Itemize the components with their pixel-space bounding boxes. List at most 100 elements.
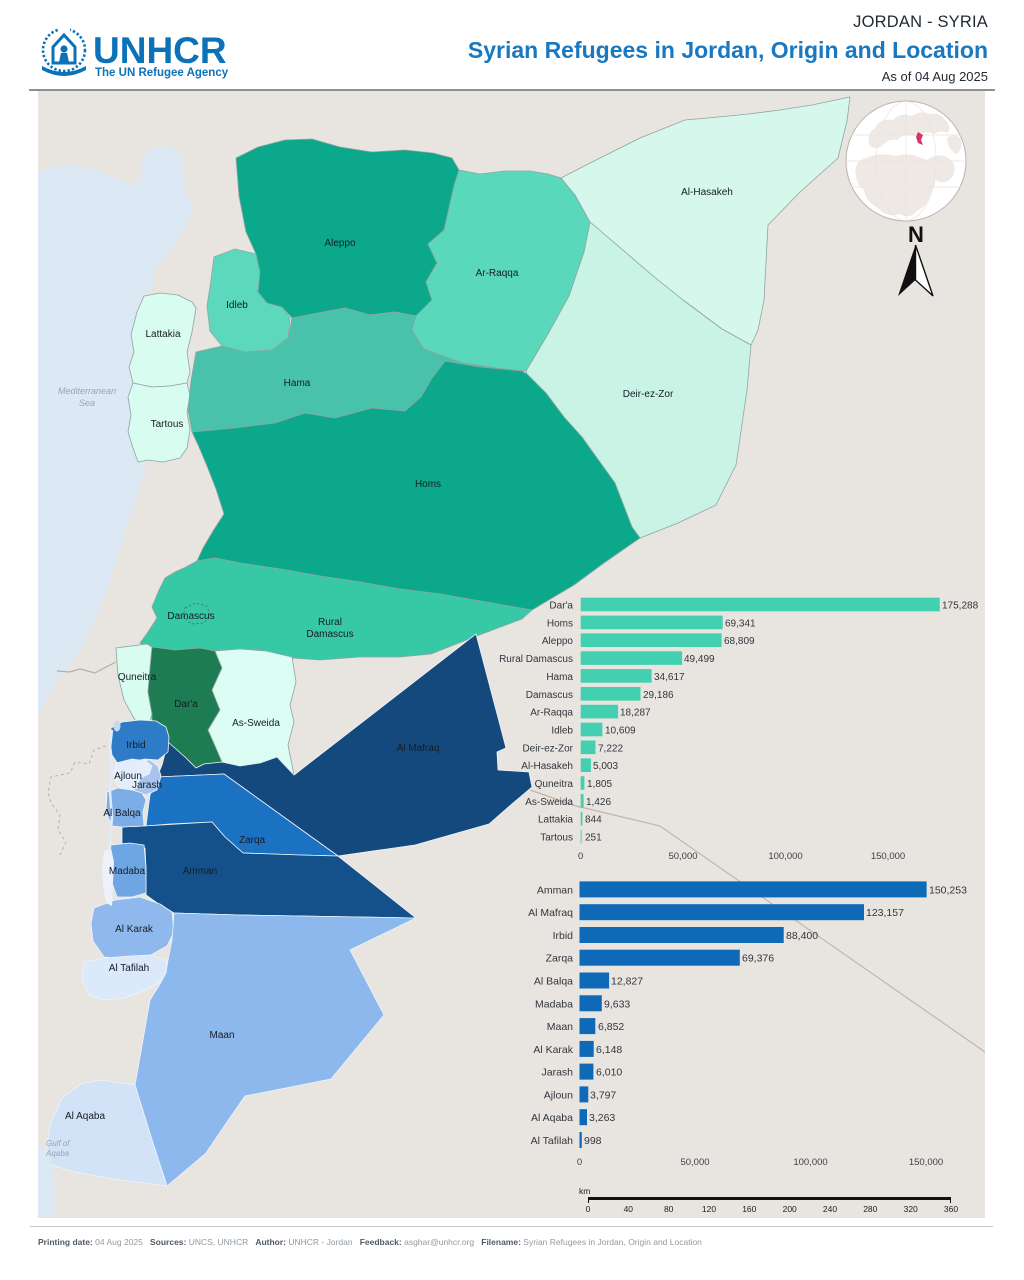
svg-text:Irbid: Irbid	[553, 930, 574, 942]
svg-text:40: 40	[624, 1204, 634, 1214]
svg-text:34,617: 34,617	[654, 672, 685, 683]
svg-text:Quneitra: Quneitra	[535, 779, 574, 790]
svg-text:6,852: 6,852	[598, 1021, 624, 1033]
svg-text:69,341: 69,341	[725, 618, 756, 629]
svg-text:Homs: Homs	[415, 479, 441, 490]
svg-text:As-Sweida: As-Sweida	[232, 718, 280, 729]
svg-text:100,000: 100,000	[768, 851, 802, 862]
svg-text:Idleb: Idleb	[551, 726, 573, 737]
svg-text:Al Mafraq: Al Mafraq	[528, 907, 573, 919]
svg-text:Jarash: Jarash	[541, 1067, 573, 1079]
svg-text:Deir-ez-Zor: Deir-ez-Zor	[623, 389, 674, 400]
svg-text:Rural: Rural	[318, 617, 342, 628]
svg-text:Homs: Homs	[547, 618, 573, 629]
svg-text:Quneitra: Quneitra	[118, 672, 157, 683]
svg-text:Al Mafraq: Al Mafraq	[397, 743, 440, 754]
svg-text:49,499: 49,499	[684, 654, 715, 665]
svg-text:Al Karak: Al Karak	[533, 1044, 573, 1056]
svg-text:280: 280	[863, 1204, 877, 1214]
svg-text:Aleppo: Aleppo	[324, 238, 356, 249]
svg-text:123,157: 123,157	[866, 907, 904, 919]
svg-text:Damascus: Damascus	[306, 629, 353, 640]
svg-text:Damascus: Damascus	[167, 611, 214, 622]
svg-text:Sea: Sea	[79, 398, 95, 408]
svg-text:Ar-Raqqa: Ar-Raqqa	[476, 268, 519, 279]
svg-text:10,609: 10,609	[605, 726, 636, 737]
svg-text:Al Karak: Al Karak	[115, 924, 154, 935]
svg-text:100,000: 100,000	[793, 1157, 827, 1168]
svg-text:844: 844	[585, 815, 602, 826]
svg-text:360: 360	[944, 1204, 958, 1214]
svg-text:Rural Damascus: Rural Damascus	[499, 654, 573, 665]
svg-text:1,426: 1,426	[586, 797, 611, 808]
svg-text:1,805: 1,805	[587, 779, 612, 790]
svg-text:Deir-ez-Zor: Deir-ez-Zor	[522, 743, 573, 754]
svg-text:150,253: 150,253	[929, 884, 967, 896]
svg-text:Madaba: Madaba	[535, 998, 573, 1010]
svg-text:Madaba: Madaba	[109, 866, 146, 877]
svg-text:Amman: Amman	[183, 866, 217, 877]
svg-text:Ar-Raqqa: Ar-Raqqa	[530, 708, 573, 719]
svg-text:50,000: 50,000	[668, 851, 697, 862]
svg-text:7,222: 7,222	[598, 743, 623, 754]
svg-text:Al-Hasakeh: Al-Hasakeh	[521, 761, 573, 772]
svg-text:Mediterranean: Mediterranean	[58, 386, 116, 396]
svg-text:Maan: Maan	[209, 1030, 234, 1041]
svg-text:6,148: 6,148	[596, 1044, 622, 1056]
svg-text:9,633: 9,633	[604, 998, 630, 1010]
svg-text:Tartous: Tartous	[540, 833, 573, 844]
svg-text:km: km	[579, 1186, 590, 1196]
svg-text:29,186: 29,186	[643, 690, 674, 701]
svg-text:88,400: 88,400	[786, 930, 818, 942]
svg-text:Hama: Hama	[284, 378, 311, 389]
svg-text:150,000: 150,000	[871, 851, 905, 862]
svg-text:Jarash: Jarash	[132, 780, 162, 791]
svg-text:3,797: 3,797	[590, 1089, 616, 1101]
svg-text:68,809: 68,809	[724, 636, 755, 647]
svg-text:Lattakia: Lattakia	[145, 329, 180, 340]
svg-text:200: 200	[783, 1204, 797, 1214]
svg-text:Aleppo: Aleppo	[542, 636, 574, 647]
svg-text:Irbid: Irbid	[126, 740, 145, 751]
svg-text:0: 0	[577, 1157, 582, 1168]
svg-text:3,263: 3,263	[589, 1112, 615, 1124]
svg-text:0: 0	[586, 1204, 591, 1214]
svg-text:Hama: Hama	[546, 672, 573, 683]
svg-text:6,010: 6,010	[596, 1067, 622, 1079]
svg-text:150,000: 150,000	[909, 1157, 943, 1168]
svg-text:Amman: Amman	[537, 884, 573, 896]
svg-text:12,827: 12,827	[611, 976, 643, 988]
svg-text:Al Balqa: Al Balqa	[103, 808, 141, 819]
svg-text:Al-Hasakeh: Al-Hasakeh	[681, 187, 733, 198]
svg-text:The UN Refugee Agency: The UN Refugee Agency	[95, 67, 229, 79]
svg-text:0: 0	[578, 851, 583, 862]
svg-text:240: 240	[823, 1204, 837, 1214]
svg-text:5,003: 5,003	[593, 761, 618, 772]
svg-text:120: 120	[702, 1204, 716, 1214]
svg-text:320: 320	[904, 1204, 918, 1214]
svg-text:Gulf of: Gulf of	[46, 1139, 70, 1148]
svg-text:Al Tafilah: Al Tafilah	[109, 963, 149, 974]
svg-text:175,288: 175,288	[942, 601, 979, 612]
svg-text:69,376: 69,376	[742, 953, 774, 965]
svg-text:Al Aqaba: Al Aqaba	[65, 1111, 105, 1122]
svg-text:Ajloun: Ajloun	[544, 1089, 573, 1101]
svg-text:N: N	[908, 222, 924, 247]
svg-text:Dar'a: Dar'a	[174, 699, 198, 710]
svg-text:Damascus: Damascus	[526, 690, 573, 701]
svg-text:Aqaba: Aqaba	[45, 1149, 70, 1158]
svg-text:Zarqa: Zarqa	[239, 835, 266, 846]
svg-text:80: 80	[664, 1204, 674, 1214]
svg-text:Dar'a: Dar'a	[549, 601, 573, 612]
svg-text:Ajloun: Ajloun	[114, 771, 142, 782]
svg-text:Tartous: Tartous	[151, 419, 184, 430]
svg-text:Maan: Maan	[547, 1021, 573, 1033]
svg-text:Al Balqa: Al Balqa	[534, 976, 573, 988]
svg-text:Lattakia: Lattakia	[538, 815, 573, 826]
svg-text:Idleb: Idleb	[226, 300, 248, 311]
svg-text:Zarqa: Zarqa	[546, 953, 574, 965]
svg-text:UNHCR: UNHCR	[93, 30, 227, 71]
svg-text:998: 998	[584, 1135, 602, 1147]
svg-text:18,287: 18,287	[620, 708, 651, 719]
svg-text:251: 251	[585, 833, 602, 844]
